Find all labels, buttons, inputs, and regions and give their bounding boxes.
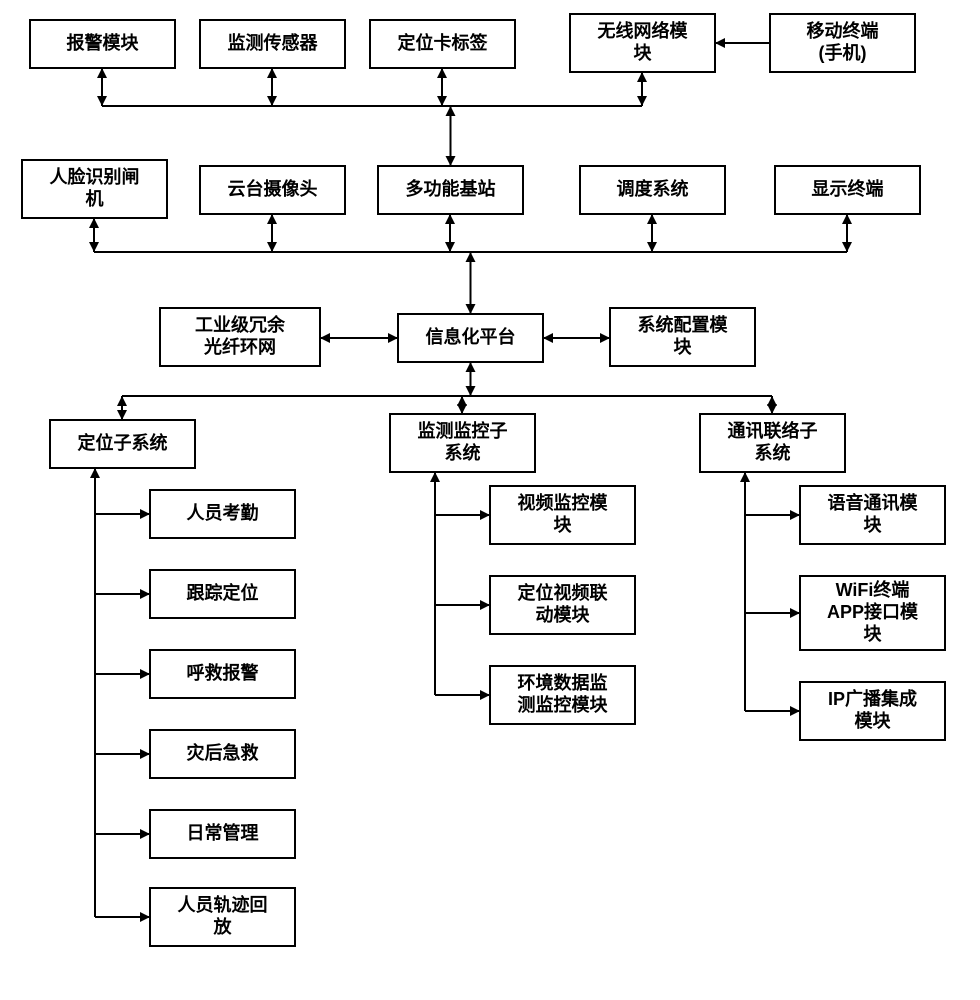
node-label-b1-0: 视频监控模 <box>518 492 609 513</box>
node-label-b3-0: 环境数据监 <box>518 672 608 693</box>
node-label-r1_3-0: 定位卡标签 <box>398 32 489 53</box>
node-label-r1_2-0: 监测传感器 <box>228 32 319 53</box>
node-label-s2-0: 监测监控子 <box>418 420 508 441</box>
node-label-r2_5-0: 显示终端 <box>812 178 884 199</box>
node-label-c1-0: 语音通讯模 <box>828 492 919 513</box>
node-label-c3-1: 模块 <box>855 710 892 731</box>
node-label-b2-1: 动模块 <box>536 604 591 625</box>
node-label-r2_2-0: 云台摄像头 <box>228 178 318 199</box>
node-label-b3-1: 测监控模块 <box>518 694 609 715</box>
node-label-s3-0: 通讯联络子 <box>728 420 818 441</box>
node-label-c2-1: APP接口模 <box>827 601 919 622</box>
node-label-r3_c-0: 信息化平台 <box>426 326 516 347</box>
node-label-a3-0: 呼救报警 <box>187 662 259 683</box>
node-label-r2_4-0: 调度系统 <box>617 178 689 199</box>
node-label-b1-1: 块 <box>554 515 573 535</box>
node-label-r3_r-1: 块 <box>674 337 693 357</box>
node-label-r1_5-1: (手机) <box>819 42 867 63</box>
node-label-r3_l-0: 工业级冗余 <box>195 314 286 335</box>
node-label-r1_4-0: 无线网络模 <box>598 20 689 41</box>
node-label-r2_1-0: 人脸识别闸 <box>50 166 140 187</box>
node-label-r1_5-0: 移动终端 <box>807 20 879 41</box>
node-label-c1-1: 块 <box>864 515 883 535</box>
node-label-a5-0: 日常管理 <box>187 822 259 843</box>
node-label-a2-0: 跟踪定位 <box>187 582 259 603</box>
node-label-r2_1-1: 机 <box>86 189 104 209</box>
node-label-a1-0: 人员考勤 <box>187 502 259 523</box>
node-label-r3_l-1: 光纤环网 <box>203 336 276 357</box>
node-label-b2-0: 定位视频联 <box>518 582 608 603</box>
node-label-a6-0: 人员轨迹回 <box>178 894 268 915</box>
node-label-s2-1: 系统 <box>445 442 481 463</box>
node-label-c2-0: WiFi终端 <box>836 579 910 600</box>
node-label-r1_4-1: 块 <box>634 43 653 63</box>
node-label-s1-0: 定位子系统 <box>78 432 168 453</box>
node-label-a4-0: 灾后急救 <box>187 742 259 763</box>
node-label-r2_3-0: 多功能基站 <box>406 178 496 199</box>
node-label-r1_1-0: 报警模块 <box>67 32 140 53</box>
node-label-c3-0: IP广播集成 <box>828 688 917 709</box>
node-label-s3-1: 系统 <box>755 442 791 463</box>
node-label-a6-1: 放 <box>213 916 233 937</box>
node-label-c2-2: 块 <box>864 624 883 644</box>
node-label-r3_r-0: 系统配置模 <box>638 314 729 335</box>
